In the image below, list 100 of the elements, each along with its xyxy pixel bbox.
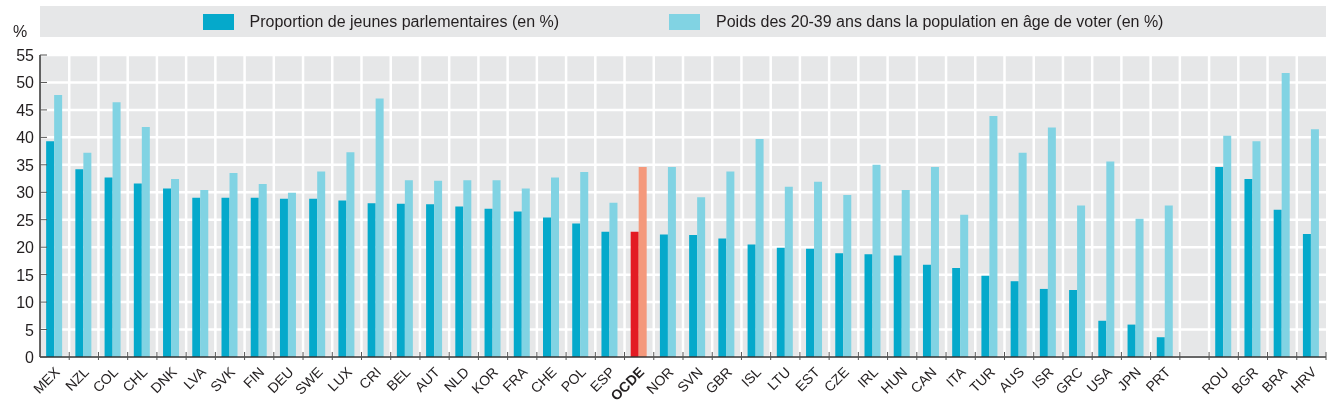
bar — [426, 204, 435, 357]
bar — [1077, 205, 1086, 357]
bar — [1106, 161, 1115, 357]
bar — [1164, 205, 1173, 357]
bar — [930, 167, 939, 357]
bar — [346, 152, 355, 357]
bar — [54, 95, 63, 357]
bar — [872, 164, 881, 357]
legend-label: Proportion de jeunes parlementaires (en %) — [249, 12, 560, 31]
bar — [1156, 337, 1165, 357]
y-tick-label: 15 — [16, 266, 35, 284]
bar — [513, 211, 522, 357]
bar — [133, 183, 142, 357]
bar — [864, 254, 873, 357]
bar — [309, 198, 318, 357]
bar — [630, 231, 639, 357]
bar — [279, 198, 288, 357]
y-tick-label: 10 — [16, 294, 35, 312]
bar — [726, 171, 735, 357]
bar — [463, 180, 472, 357]
bar — [404, 180, 413, 357]
x-tick-label: BEL — [383, 363, 414, 394]
bar — [638, 167, 647, 357]
bar — [952, 268, 961, 357]
x-tick-label: POL — [557, 363, 589, 395]
bar — [1069, 290, 1078, 357]
bar — [784, 186, 793, 357]
bar — [521, 188, 530, 357]
bar — [258, 184, 267, 357]
y-tick-label: 5 — [25, 321, 35, 339]
x-tick-label: ISL — [738, 363, 765, 390]
bar — [1310, 129, 1319, 357]
bar — [104, 177, 113, 357]
bar — [960, 214, 969, 357]
y-tick-label: 35 — [16, 156, 35, 174]
bar — [580, 171, 589, 357]
bar — [163, 188, 172, 357]
bar — [893, 255, 902, 357]
bar — [776, 247, 785, 357]
bar — [1244, 179, 1253, 357]
bar — [1302, 234, 1311, 357]
bar — [141, 126, 150, 357]
bar — [989, 115, 998, 357]
legend-label: Poids des 20-39 ans dans la population en âge de voter (en %) — [716, 12, 1164, 31]
bar — [697, 197, 706, 357]
y-tick-label: 45 — [16, 101, 35, 119]
bar — [171, 179, 180, 357]
bar — [1223, 135, 1232, 357]
bar — [981, 275, 990, 357]
bar — [1135, 218, 1144, 357]
bar — [492, 180, 501, 357]
bar — [1098, 320, 1107, 357]
bar — [835, 253, 844, 357]
bar — [250, 197, 259, 357]
bar — [112, 102, 121, 357]
x-tick-label: LTU — [764, 363, 794, 394]
bar — [287, 192, 296, 357]
x-tick-label: FRA — [499, 363, 531, 395]
bar — [689, 235, 698, 357]
bar — [75, 169, 84, 357]
bar — [317, 171, 326, 357]
y-tick-label: 0 — [25, 349, 35, 366]
bar — [922, 264, 931, 357]
bar — [543, 217, 551, 357]
bar — [46, 141, 55, 357]
y-tick-label: 50 — [16, 74, 35, 92]
bar — [1281, 73, 1290, 357]
bar — [601, 231, 610, 357]
bar — [1039, 288, 1048, 357]
bar — [1010, 281, 1019, 357]
bar — [718, 238, 727, 357]
bar — [484, 208, 493, 357]
bar — [843, 195, 852, 357]
y-tick-label: 55 — [16, 47, 35, 64]
bar — [229, 173, 238, 357]
bar — [200, 190, 209, 357]
bar — [367, 203, 376, 357]
bar — [1018, 152, 1027, 357]
bar — [572, 223, 581, 357]
x-tick-label: LVA — [180, 363, 210, 393]
x-tick-label: FIN — [240, 363, 268, 392]
bar — [551, 177, 559, 357]
bar — [806, 248, 815, 357]
bar — [338, 200, 347, 357]
x-tick-label: USA — [1083, 363, 1116, 396]
y-tick-label: 25 — [16, 211, 35, 229]
bar — [434, 180, 443, 357]
bar — [1127, 324, 1136, 357]
bar — [455, 206, 464, 357]
y-tick-label: 40 — [16, 129, 35, 147]
bar — [609, 202, 618, 357]
bar — [814, 181, 823, 357]
bar — [83, 152, 92, 357]
bar — [1215, 167, 1224, 357]
x-tick-label: CHL — [119, 363, 151, 395]
bar — [1252, 141, 1261, 357]
bar — [667, 167, 676, 357]
x-tick-label: CRI — [355, 363, 385, 393]
bar — [901, 190, 910, 357]
y-axis-title: % — [12, 23, 28, 40]
